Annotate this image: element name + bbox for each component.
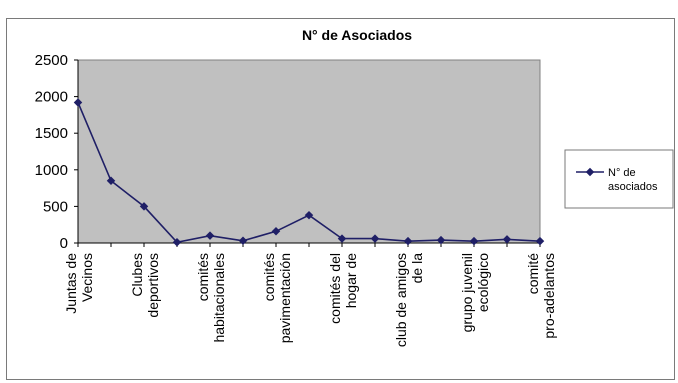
x-tick-label: grupo juvenilecológico	[459, 253, 491, 333]
legend-label: N° de asociados	[608, 167, 658, 193]
data-point	[436, 235, 446, 245]
data-point	[271, 227, 281, 236]
y-tick-label: 1000	[35, 162, 68, 179]
data-point	[469, 236, 479, 246]
legend-box	[564, 149, 674, 209]
y-tick-label: 2500	[35, 52, 68, 69]
data-point	[502, 235, 512, 244]
x-tick-label: comitéshabitacionales	[195, 253, 227, 343]
data-point	[337, 234, 347, 243]
data-point	[139, 202, 149, 211]
data-point	[304, 210, 314, 220]
y-tick-label: 500	[43, 198, 68, 215]
x-tick-label: comités delhogar de	[327, 253, 359, 324]
data-point	[370, 234, 380, 243]
data-point	[172, 238, 182, 247]
x-tick-label: Clubesdeportivos	[129, 253, 161, 318]
data-point	[403, 236, 413, 246]
data-point	[205, 231, 215, 240]
data-point	[238, 236, 248, 246]
y-tick-label: 2000	[35, 89, 68, 106]
data-point	[106, 176, 116, 186]
x-tick-label: Juntas deVecinos	[63, 253, 95, 314]
y-tick-label: 1500	[35, 125, 68, 142]
chart-title: N° de Asociados	[302, 27, 412, 43]
x-tick-label: comitépro-adelantos	[525, 253, 557, 339]
data-point	[73, 98, 83, 107]
y-tick-label: 0	[60, 235, 68, 252]
x-tick-label: club de amigosde la	[393, 253, 425, 347]
x-tick-label: comitéspavimentación	[261, 253, 293, 343]
